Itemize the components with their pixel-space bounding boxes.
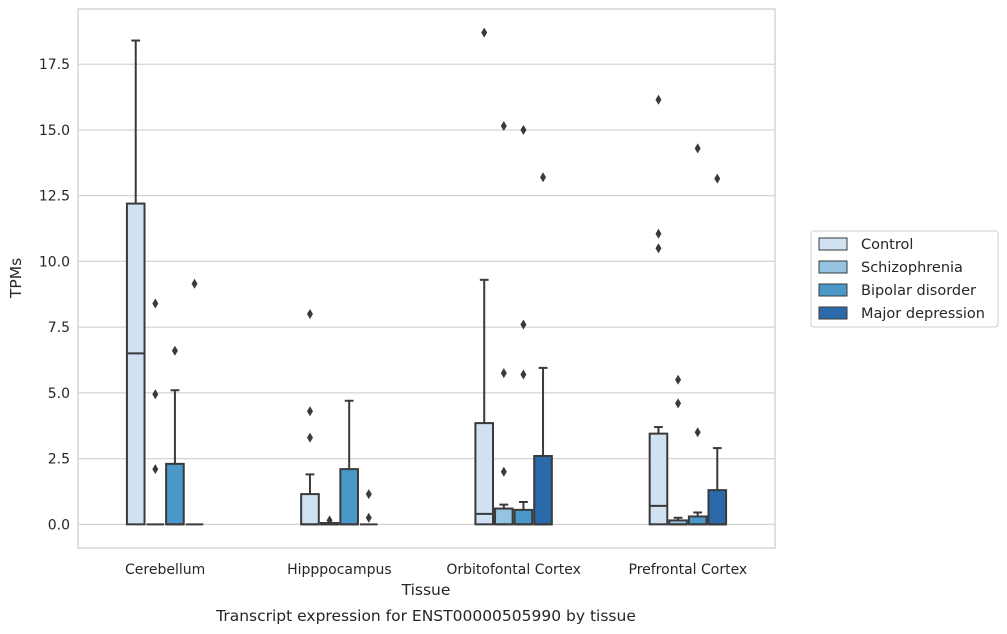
box <box>648 432 669 526</box>
box <box>474 422 495 526</box>
x-axis-label: Tissue <box>401 581 451 599</box>
box <box>533 454 553 526</box>
y-tick-label: 2.5 <box>48 452 70 468</box>
legend-label: Schizophrenia <box>861 260 963 276</box>
outlier-point <box>326 515 333 526</box>
y-tick-label: 5.0 <box>48 386 70 402</box>
outlier-point <box>171 345 178 356</box>
y-tick-label: 10.0 <box>39 254 70 270</box>
box <box>707 489 728 526</box>
outlier-point <box>306 308 313 319</box>
outlier-point <box>500 466 507 477</box>
outlier-point <box>520 319 527 330</box>
outlier-point <box>694 143 701 154</box>
x-tick-label: Cerebellum <box>125 562 205 578</box>
x-tick-label: Prefrontal Cortex <box>629 562 748 578</box>
y-tick-label: 17.5 <box>39 57 70 73</box>
outlier-point <box>500 121 507 132</box>
outlier-point <box>481 27 488 38</box>
outlier-point <box>152 298 159 309</box>
box <box>165 462 185 526</box>
outlier-point <box>655 228 662 239</box>
outlier-point <box>365 489 372 500</box>
y-axis-ticks: 0.0 2.5 5.0 7.5 10.0 12.5 15.0 17.5 <box>39 57 70 533</box>
legend-label: Bipolar disorder <box>861 283 976 299</box>
legend-swatch <box>818 306 848 320</box>
outlier-point <box>152 464 159 475</box>
outlier-point <box>694 427 701 438</box>
legend-label: Major depression <box>861 306 985 322</box>
boxes <box>125 27 728 526</box>
outlier-point <box>675 398 682 409</box>
box <box>300 493 320 526</box>
outlier-point <box>675 374 682 385</box>
x-axis-ticks: Cerebellum Hipppocampus Orbitofontal Corte… <box>125 562 747 578</box>
box <box>687 515 708 526</box>
y-tick-label: 7.5 <box>48 320 70 336</box>
y-tick-label: 15.0 <box>39 123 70 139</box>
y-tick-label: 12.5 <box>39 189 70 205</box>
y-tick-label: 0.0 <box>48 517 70 533</box>
outlier-point <box>540 172 547 183</box>
outlier-point <box>655 94 662 105</box>
x-tick-label: Orbitofontal Cortex <box>446 562 581 578</box>
box <box>513 508 534 526</box>
legend-frame <box>810 230 999 328</box>
box <box>125 202 146 526</box>
outlier-point <box>520 124 527 135</box>
legend-swatch <box>818 283 848 297</box>
outlier-point <box>152 389 159 400</box>
box <box>339 468 359 526</box>
outlier-point <box>365 512 372 523</box>
outlier-point <box>500 368 507 379</box>
outlier-point <box>655 243 662 254</box>
legend-swatch <box>818 260 848 274</box>
legend: Control Schizophrenia Bipolar disorder Majo… <box>810 230 999 328</box>
legend-label: Control <box>861 237 913 253</box>
outlier-point <box>306 406 313 417</box>
x-tick-label: Hipppocampus <box>287 562 392 578</box>
y-axis-label: TPMs <box>7 258 25 299</box>
chart-title: Transcript expression for ENST0000050599… <box>215 607 636 625</box>
outlier-point <box>306 432 313 443</box>
box <box>494 507 514 526</box>
legend-swatch <box>818 237 848 251</box>
outlier-point <box>714 173 721 184</box>
outlier-point <box>520 369 527 380</box>
outlier-point <box>191 278 198 289</box>
